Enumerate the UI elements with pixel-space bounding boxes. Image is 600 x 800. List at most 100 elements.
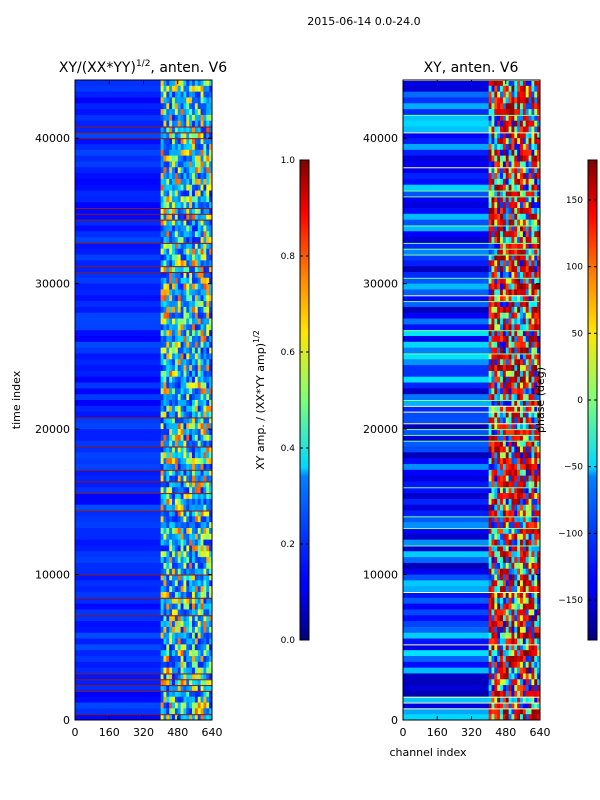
heat-cell: [186, 446, 190, 453]
heat-cell: [491, 632, 495, 639]
heat-cell: [75, 638, 162, 645]
heat-cell: [525, 533, 529, 541]
heat-cell: [508, 97, 512, 104]
heat-cell: [508, 242, 512, 250]
heat-cell: [534, 306, 538, 314]
heat-cell: [75, 498, 162, 506]
heat-cell: [500, 120, 504, 127]
heat-cell: [403, 306, 490, 314]
heat-cell: [209, 382, 213, 389]
heat-cell: [172, 516, 176, 523]
heat-cell: [160, 388, 164, 395]
heat-cell: [209, 656, 213, 663]
heat-cell: [497, 306, 501, 314]
heat-cell: [520, 446, 524, 453]
heat-cell: [166, 632, 170, 639]
heat-cell: [502, 347, 507, 354]
heat-cell: [511, 178, 515, 186]
heat-stripe: [75, 493, 212, 495]
heat-cell: [525, 632, 529, 639]
heat-cell: [189, 394, 193, 401]
heat-cell: [525, 382, 529, 389]
heat-cell: [525, 347, 529, 354]
heat-cell: [488, 231, 492, 238]
heat-cell: [514, 545, 518, 552]
heat-cell: [177, 208, 182, 215]
heat-cell: [491, 452, 495, 459]
heat-cell: [200, 411, 204, 418]
heat-cell: [502, 667, 507, 674]
heat-cell: [160, 190, 164, 197]
heat-cell: [517, 213, 521, 221]
heat-cell: [502, 487, 507, 494]
heat-cell: [194, 603, 199, 610]
heat-cell: [183, 388, 187, 395]
heat-cell: [517, 696, 521, 703]
heat-cell: [500, 429, 504, 436]
heat-cell: [537, 120, 541, 127]
heat-cell: [505, 248, 510, 255]
heat-cell: [528, 685, 532, 692]
heat-cell: [160, 103, 164, 110]
heat-cell: [192, 190, 196, 197]
heat-cell: [534, 516, 538, 523]
heat-cell: [177, 632, 182, 639]
heat-cell: [172, 493, 176, 500]
heat-cell: [531, 626, 535, 634]
heat-cell: [169, 365, 173, 372]
heat-cell: [531, 301, 535, 308]
heat-cell: [166, 353, 170, 360]
heat-cell: [528, 225, 532, 232]
heat-cell: [209, 173, 213, 180]
heat-cell: [488, 138, 492, 145]
heat-cell: [517, 504, 521, 511]
heat-cell: [197, 446, 201, 453]
heat-cell: [197, 336, 201, 343]
heat-cell: [531, 557, 535, 564]
heat-cell: [500, 452, 504, 459]
heat-cell: [508, 679, 512, 686]
heat-cell: [189, 690, 193, 698]
heat-cell: [163, 289, 167, 296]
heat-cell: [514, 289, 518, 296]
heat-cell: [488, 626, 492, 634]
heat-cell: [497, 330, 501, 337]
heat-cell: [166, 464, 170, 471]
heat-cell: [497, 405, 501, 413]
heat-cell: [180, 621, 184, 628]
heat-cell: [166, 528, 170, 535]
heat-cell: [203, 91, 207, 98]
heat-cell: [206, 679, 210, 686]
heat-cell: [209, 132, 213, 139]
heat-cell: [174, 312, 179, 319]
heat-cell: [163, 644, 167, 651]
heat-cell: [172, 405, 176, 413]
heat-cell: [537, 260, 541, 267]
heat-cell: [206, 696, 210, 703]
heat-cell: [169, 586, 173, 593]
heat-cell: [186, 673, 190, 680]
heat-cell: [522, 91, 527, 98]
heat-cell: [525, 481, 529, 488]
heat-cell: [537, 231, 541, 238]
heat-cell: [531, 487, 535, 494]
heat-cell: [163, 475, 167, 482]
heat-cell: [163, 661, 167, 669]
heat-cell: [514, 196, 518, 203]
heat-cell: [166, 533, 170, 541]
heat-cell: [494, 254, 498, 261]
heat-cell: [491, 202, 495, 209]
heat-cell: [497, 417, 501, 424]
heat-cell: [186, 580, 190, 587]
heat-cell: [194, 254, 199, 261]
heat-cell: [514, 690, 518, 698]
heat-cell: [531, 213, 535, 221]
heat-cell: [166, 359, 170, 366]
heat-cell: [189, 504, 193, 511]
heat-cell: [192, 440, 196, 447]
heat-cell: [186, 80, 190, 87]
heat-cell: [525, 225, 529, 232]
heat-cell: [166, 266, 170, 273]
heat-cell: [203, 522, 207, 529]
heat-cell: [522, 190, 527, 197]
